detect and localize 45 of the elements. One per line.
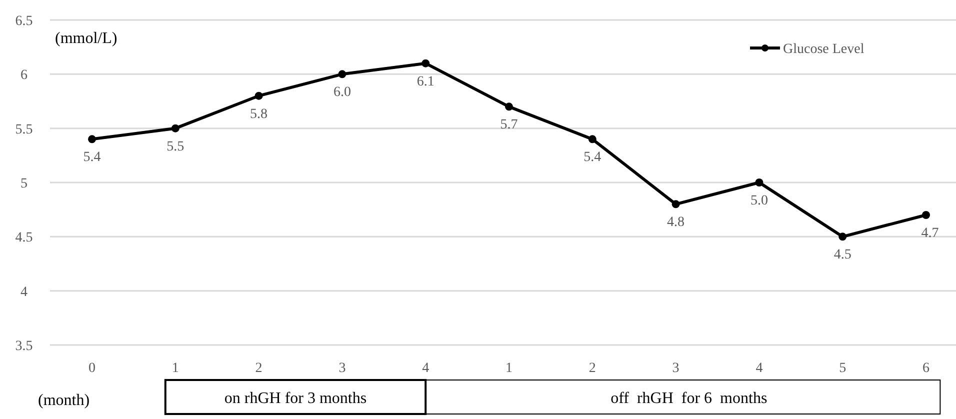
text: 4.8 <box>667 215 685 230</box>
legend-label: Glucose Level <box>783 42 864 57</box>
x-tick-label: 1 <box>506 361 512 376</box>
y-axis-title: (mmol/L) <box>55 30 118 47</box>
y-tick-label: 4.5 <box>15 230 33 246</box>
text: 5.4 <box>584 150 602 166</box>
x-tick-label: 2 <box>588 361 596 376</box>
text: 4.5 <box>834 248 852 263</box>
y-tick-label: 6.5 <box>15 14 33 29</box>
x-tick-label: 4 <box>756 361 763 376</box>
text: 5.7 <box>500 118 518 133</box>
x-axis-title: (month) <box>38 392 90 409</box>
text: 5.8 <box>250 106 268 122</box>
x-tick-label: 4 <box>422 361 430 376</box>
point <box>505 102 513 111</box>
y-tick-label: 5.5 <box>15 122 33 138</box>
point <box>171 124 180 132</box>
text: 6.0 <box>333 85 351 100</box>
y-tick-label: 6 <box>20 68 28 84</box>
x-tick-label: 6 <box>922 361 930 376</box>
x-tick-label: 5 <box>839 361 846 376</box>
point <box>755 178 764 186</box>
x-tick-label: 0 <box>88 361 96 376</box>
text: 4.7 <box>921 226 939 241</box>
y-tick-label: 4 <box>20 284 28 300</box>
point <box>338 70 346 78</box>
text: 5.4 <box>83 150 101 166</box>
point <box>422 59 430 68</box>
point <box>922 211 930 219</box>
text: off rhGH for 6 months <box>610 390 768 407</box>
y-tick-label: 3.5 <box>15 339 33 354</box>
x-tick-label: 2 <box>255 361 262 376</box>
text: on rhGH for 3 months <box>224 390 367 407</box>
point <box>254 92 263 100</box>
point <box>672 200 680 208</box>
x-tick-label: 1 <box>172 361 179 376</box>
text: 5.0 <box>750 194 768 208</box>
x-tick-label: 3 <box>672 361 680 376</box>
point <box>588 135 596 144</box>
y-tick-label: 5 <box>20 176 28 192</box>
point <box>838 232 847 241</box>
text: 6.1 <box>416 74 434 90</box>
x-tick-label: 3 <box>338 361 346 376</box>
point <box>88 135 96 144</box>
text: 5.5 <box>166 139 184 154</box>
